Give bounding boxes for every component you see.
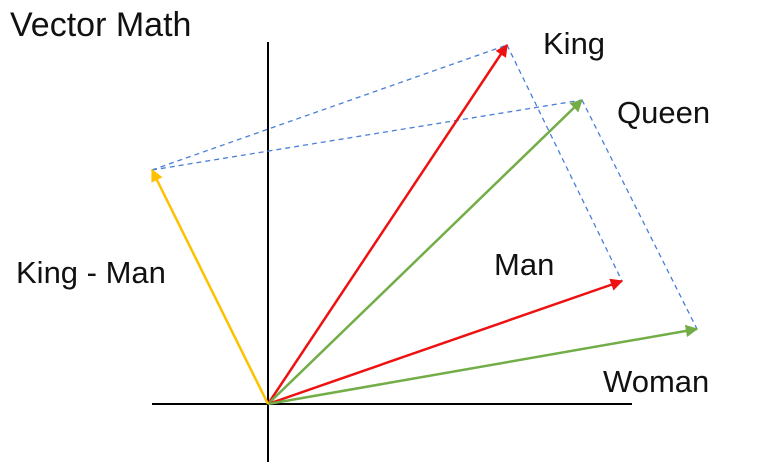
woman-vector — [267, 324, 699, 406]
diagram-title: Vector Math — [10, 6, 191, 44]
construction-lines — [151, 44, 698, 330]
queen-label: Queen — [617, 95, 710, 130]
woman-label: Woman — [603, 364, 709, 399]
man-label: Man — [494, 247, 554, 282]
dashed-king-to-man — [506, 44, 623, 282]
queen-vector — [267, 99, 583, 405]
king-label: King — [543, 26, 605, 61]
man-vector — [267, 278, 624, 406]
dashed-queen-to-woman — [581, 99, 698, 330]
dashed-king-minus-man-to-queen — [151, 99, 583, 171]
king-minus-man-vector — [150, 168, 270, 405]
dashed-king-minus-man-to-king — [151, 44, 508, 171]
king-vector — [266, 43, 509, 405]
king-minus-man-label: King - Man — [16, 255, 166, 290]
